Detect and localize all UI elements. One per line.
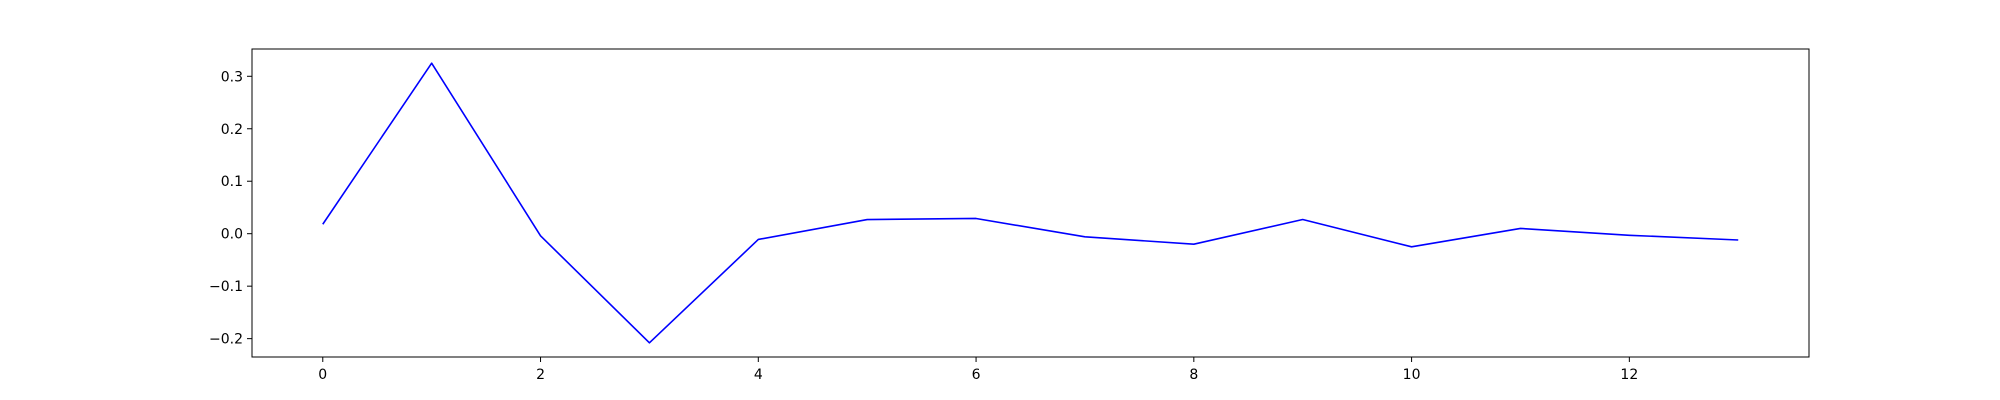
y-tick-label: 0.0 — [221, 227, 243, 243]
plot-frame — [251, 48, 1810, 358]
y-tick-label: 0.3 — [221, 69, 243, 85]
x-tick-label: 4 — [754, 367, 763, 383]
x-tick-label: 0 — [318, 367, 327, 383]
x-tick-label: 12 — [1620, 367, 1638, 383]
x-tick-label: 2 — [536, 367, 545, 383]
y-tick-label: −0.1 — [209, 279, 243, 295]
axes-frame — [251, 48, 1810, 358]
series-layer — [322, 62, 1739, 344]
y-tick-label: −0.2 — [209, 332, 243, 348]
y-tick-label: 0.1 — [221, 174, 243, 190]
x-axis: 0 2 4 6 8 10 12 — [318, 357, 1638, 383]
series-line — [322, 62, 1739, 344]
y-axis: 0.3 0.2 0.1 0.0 −0.1 −0.2 — [209, 69, 252, 348]
x-tick-label: 10 — [1403, 367, 1421, 383]
x-tick-label: 8 — [1189, 367, 1198, 383]
y-tick-label: 0.2 — [221, 122, 243, 138]
x-tick-label: 6 — [972, 367, 981, 383]
